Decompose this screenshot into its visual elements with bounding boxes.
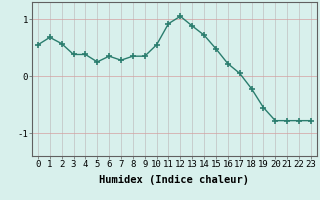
X-axis label: Humidex (Indice chaleur): Humidex (Indice chaleur) xyxy=(100,175,249,185)
